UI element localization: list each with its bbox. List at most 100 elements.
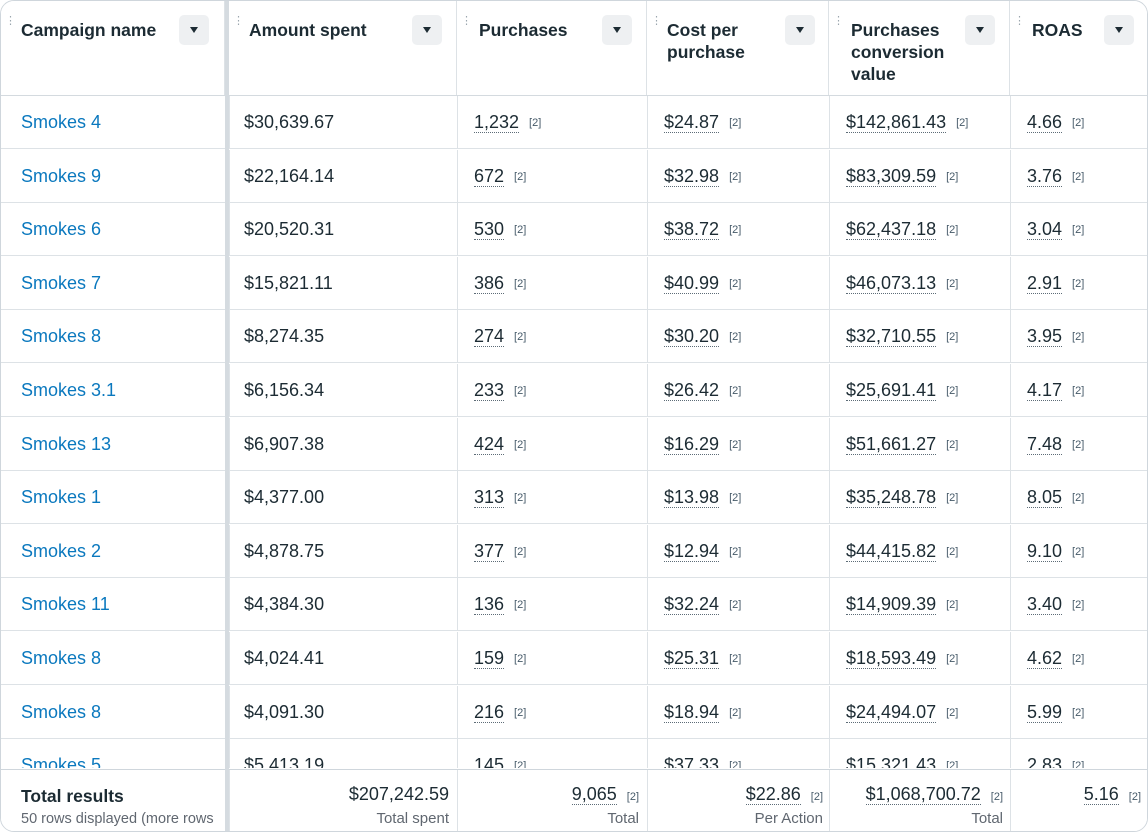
column-header-amount-spent[interactable]: ⋮ Amount spent xyxy=(229,1,457,95)
campaign-name-link[interactable]: Smokes 6 xyxy=(21,219,102,239)
drag-handle-icon[interactable]: ⋮ xyxy=(833,15,844,27)
purchases-value[interactable]: 274 xyxy=(474,325,505,347)
column-menu-button[interactable] xyxy=(785,15,815,45)
column-menu-button[interactable] xyxy=(412,15,442,45)
column-header-campaign-name[interactable]: ⋮ Campaign name xyxy=(1,1,225,95)
amount-spent-value: $20,520.31 xyxy=(244,219,335,239)
amount-spent-cell: $4,878.75 xyxy=(229,525,457,578)
drag-handle-icon[interactable]: ⋮ xyxy=(5,15,16,27)
purchases-value[interactable]: 377 xyxy=(474,540,505,562)
column-menu-button[interactable] xyxy=(1104,15,1134,45)
purchases-value[interactable]: 386 xyxy=(474,272,505,294)
column-header-purchases-conversion-value[interactable]: ⋮ Purchases conversion value xyxy=(829,1,1010,95)
footnote-marker: [2] xyxy=(514,438,527,451)
purchases-cell: 145 [2] xyxy=(457,739,647,768)
drag-handle-icon[interactable]: ⋮ xyxy=(461,15,472,27)
cost-per-purchase-value[interactable]: $18.94 xyxy=(664,701,720,723)
campaign-name-link[interactable]: Smokes 8 xyxy=(21,648,102,668)
cost-per-purchase-value[interactable]: $38.72 xyxy=(664,218,720,240)
cost-per-purchase-value[interactable]: $30.20 xyxy=(664,325,720,347)
campaign-name-link[interactable]: Smokes 5 xyxy=(21,755,102,768)
column-menu-button[interactable] xyxy=(602,15,632,45)
cost-per-purchase-value[interactable]: $25.31 xyxy=(664,647,720,669)
purchases-value[interactable]: 530 xyxy=(474,218,505,240)
conversion-value-value[interactable]: $35,248.78 xyxy=(846,486,937,508)
purchases-value[interactable]: 313 xyxy=(474,486,505,508)
cost-per-purchase-value[interactable]: $37.33 xyxy=(664,755,719,768)
cost-per-purchase-value[interactable]: $12.94 xyxy=(664,540,720,562)
conversion-value-value[interactable]: $15,321.43 xyxy=(846,755,936,768)
drag-handle-icon[interactable]: ⋮ xyxy=(233,15,244,27)
footnote-marker: [2] xyxy=(514,652,527,665)
column-header-purchases[interactable]: ⋮ Purchases xyxy=(457,1,647,95)
column-menu-button[interactable] xyxy=(965,15,995,45)
conversion-value-value[interactable]: $51,661.27 xyxy=(846,433,937,455)
total-roas-value[interactable]: 5.16 xyxy=(1083,784,1119,805)
conversion-value-value[interactable]: $24,494.07 xyxy=(846,701,937,723)
total-purchases-value[interactable]: 9,065 xyxy=(571,784,617,805)
campaign-name-link[interactable]: Smokes 3.1 xyxy=(21,380,117,400)
cost-per-purchase-value[interactable]: $40.99 xyxy=(664,272,720,294)
footnote-marker: [2] xyxy=(946,706,959,719)
conversion-value-value[interactable]: $14,909.39 xyxy=(846,593,937,615)
conversion-value-value[interactable]: $32,710.55 xyxy=(846,325,937,347)
conversion-value-value[interactable]: $142,861.43 xyxy=(846,111,947,133)
roas-value[interactable]: 4.17 xyxy=(1027,379,1063,401)
column-menu-button[interactable] xyxy=(179,15,209,45)
cost-per-purchase-value[interactable]: $26.42 xyxy=(664,379,720,401)
roas-value[interactable]: 4.66 xyxy=(1027,111,1063,133)
column-header-roas[interactable]: ⋮ ROAS xyxy=(1010,1,1147,95)
campaign-name-link[interactable]: Smokes 4 xyxy=(21,112,102,132)
purchases-cell: 313 [2] xyxy=(457,471,647,524)
roas-value[interactable]: 3.40 xyxy=(1027,593,1063,615)
conversion-value-value[interactable]: $83,309.59 xyxy=(846,165,937,187)
roas-value[interactable]: 3.95 xyxy=(1027,325,1063,347)
roas-value[interactable]: 5.99 xyxy=(1027,701,1063,723)
table-row: Smokes 13 $6,907.38 424 [2] $16.29 [2] $51,661… xyxy=(1,418,1147,471)
cost-per-purchase-cell: $25.31 [2] xyxy=(647,632,829,685)
cost-per-purchase-value[interactable]: $32.24 xyxy=(664,593,720,615)
drag-handle-icon[interactable]: ⋮ xyxy=(651,15,662,27)
purchases-value[interactable]: 1,232 xyxy=(474,111,520,133)
purchases-value[interactable]: 424 xyxy=(474,433,505,455)
roas-value[interactable]: 2.83 xyxy=(1027,755,1062,768)
campaign-name-link[interactable]: Smokes 11 xyxy=(21,594,110,614)
cost-per-purchase-value[interactable]: $16.29 xyxy=(664,433,720,455)
conversion-value-value[interactable]: $18,593.49 xyxy=(846,647,937,669)
footnote-marker: [2] xyxy=(1072,116,1085,129)
column-header-cost-per-purchase[interactable]: ⋮ Cost per purchase xyxy=(647,1,829,95)
footnote-marker: [2] xyxy=(729,116,742,129)
conversion-value-value[interactable]: $46,073.13 xyxy=(846,272,937,294)
purchases-value[interactable]: 136 xyxy=(474,593,505,615)
campaign-name-link[interactable]: Smokes 7 xyxy=(21,273,102,293)
campaign-name-link[interactable]: Smokes 8 xyxy=(21,326,102,346)
campaign-name-link[interactable]: Smokes 1 xyxy=(21,487,102,507)
roas-value[interactable]: 2.91 xyxy=(1027,272,1063,294)
roas-value[interactable]: 8.05 xyxy=(1027,486,1063,508)
roas-value[interactable]: 4.62 xyxy=(1027,647,1063,669)
total-value-value[interactable]: $1,068,700.72 xyxy=(865,784,981,805)
cost-per-purchase-value[interactable]: $24.87 xyxy=(664,111,720,133)
total-cpp-value[interactable]: $22.86 xyxy=(745,784,801,805)
conversion-value-value[interactable]: $25,691.41 xyxy=(846,379,937,401)
purchases-value[interactable]: 216 xyxy=(474,701,505,723)
column-divider[interactable] xyxy=(225,1,229,831)
conversion-value-value[interactable]: $62,437.18 xyxy=(846,218,937,240)
conversion-value-value[interactable]: $44,415.82 xyxy=(846,540,937,562)
campaign-name-link[interactable]: Smokes 2 xyxy=(21,541,102,561)
roas-value[interactable]: 3.04 xyxy=(1027,218,1063,240)
drag-handle-icon[interactable]: ⋮ xyxy=(1014,15,1025,27)
purchases-value[interactable]: 159 xyxy=(474,647,505,669)
roas-value[interactable]: 9.10 xyxy=(1027,540,1063,562)
roas-value[interactable]: 7.48 xyxy=(1027,433,1063,455)
cost-per-purchase-value[interactable]: $32.98 xyxy=(664,165,720,187)
purchases-value[interactable]: 672 xyxy=(474,165,505,187)
campaign-name-link[interactable]: Smokes 9 xyxy=(21,166,102,186)
cost-per-purchase-value[interactable]: $13.98 xyxy=(664,486,720,508)
footnote-marker: [2] xyxy=(946,545,959,558)
campaign-name-link[interactable]: Smokes 8 xyxy=(21,702,102,722)
purchases-value[interactable]: 145 xyxy=(474,755,504,768)
campaign-name-link[interactable]: Smokes 13 xyxy=(21,434,112,454)
purchases-value[interactable]: 233 xyxy=(474,379,505,401)
roas-value[interactable]: 3.76 xyxy=(1027,165,1063,187)
